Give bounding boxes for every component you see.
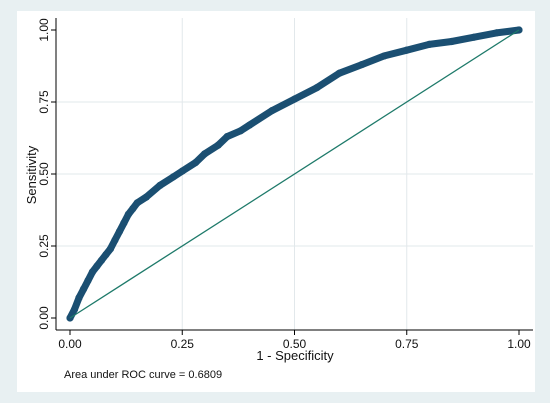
roc-point xyxy=(403,46,411,54)
roc-point xyxy=(84,276,92,285)
x-tick-label: 0.25 xyxy=(171,337,195,351)
axes xyxy=(51,18,533,335)
roc-point xyxy=(133,199,141,207)
roc-point xyxy=(115,228,123,236)
roc-point xyxy=(492,29,501,37)
roc-point xyxy=(470,33,478,41)
y-tick-label: 0.50 xyxy=(37,162,51,186)
roc-point xyxy=(129,204,137,213)
roc-point xyxy=(70,305,79,313)
y-tick-label: 0.75 xyxy=(37,90,51,114)
y-tick-label: 1.00 xyxy=(37,18,51,42)
roc-point xyxy=(313,84,321,92)
roc-point xyxy=(124,210,132,218)
roc-point xyxy=(192,158,200,167)
roc-point xyxy=(79,285,88,293)
roc-point xyxy=(214,141,222,149)
y-axis-title: Sensitivity xyxy=(24,145,39,204)
roc-point xyxy=(237,127,245,135)
roc-point xyxy=(223,132,231,141)
tick-labels: 0.00 0.25 0.50 0.75 1.00 0.00 0.25 0.50 0.75 1.00 xyxy=(37,18,531,351)
roc-point xyxy=(246,121,254,129)
roc-point xyxy=(97,256,106,264)
roc-point xyxy=(93,262,101,270)
roc-point xyxy=(178,167,186,175)
auc-note: Area under ROC curve = 0.6809 xyxy=(64,369,222,381)
x-axis-title: 1 - Specificity xyxy=(256,348,334,363)
roc-point xyxy=(111,236,119,244)
roc-point xyxy=(268,107,276,115)
roc-point xyxy=(201,150,209,158)
roc-point xyxy=(290,95,299,103)
roc-point xyxy=(169,173,177,181)
roc-point xyxy=(380,52,388,60)
series xyxy=(66,26,523,322)
x-tick-label: 0.75 xyxy=(395,337,419,351)
x-tick-label: 0.50 xyxy=(283,337,307,351)
roc-point xyxy=(75,294,83,302)
y-tick-label: 0.00 xyxy=(37,306,51,330)
roc-point xyxy=(142,193,150,201)
roc-point xyxy=(88,268,97,276)
y-tick-label: 0.25 xyxy=(37,234,51,258)
roc-point xyxy=(335,69,343,77)
plot-region-background xyxy=(17,11,535,392)
roc-point xyxy=(120,219,128,227)
roc-point xyxy=(448,37,456,46)
x-tick-label: 0.00 xyxy=(58,337,82,351)
roc-point xyxy=(106,245,115,253)
x-tick-label: 1.00 xyxy=(507,337,531,351)
roc-point xyxy=(425,40,433,49)
roc-point xyxy=(156,181,164,190)
reference-diagonal-line xyxy=(69,29,520,319)
roc-point xyxy=(102,251,110,259)
roc-point xyxy=(358,60,366,69)
